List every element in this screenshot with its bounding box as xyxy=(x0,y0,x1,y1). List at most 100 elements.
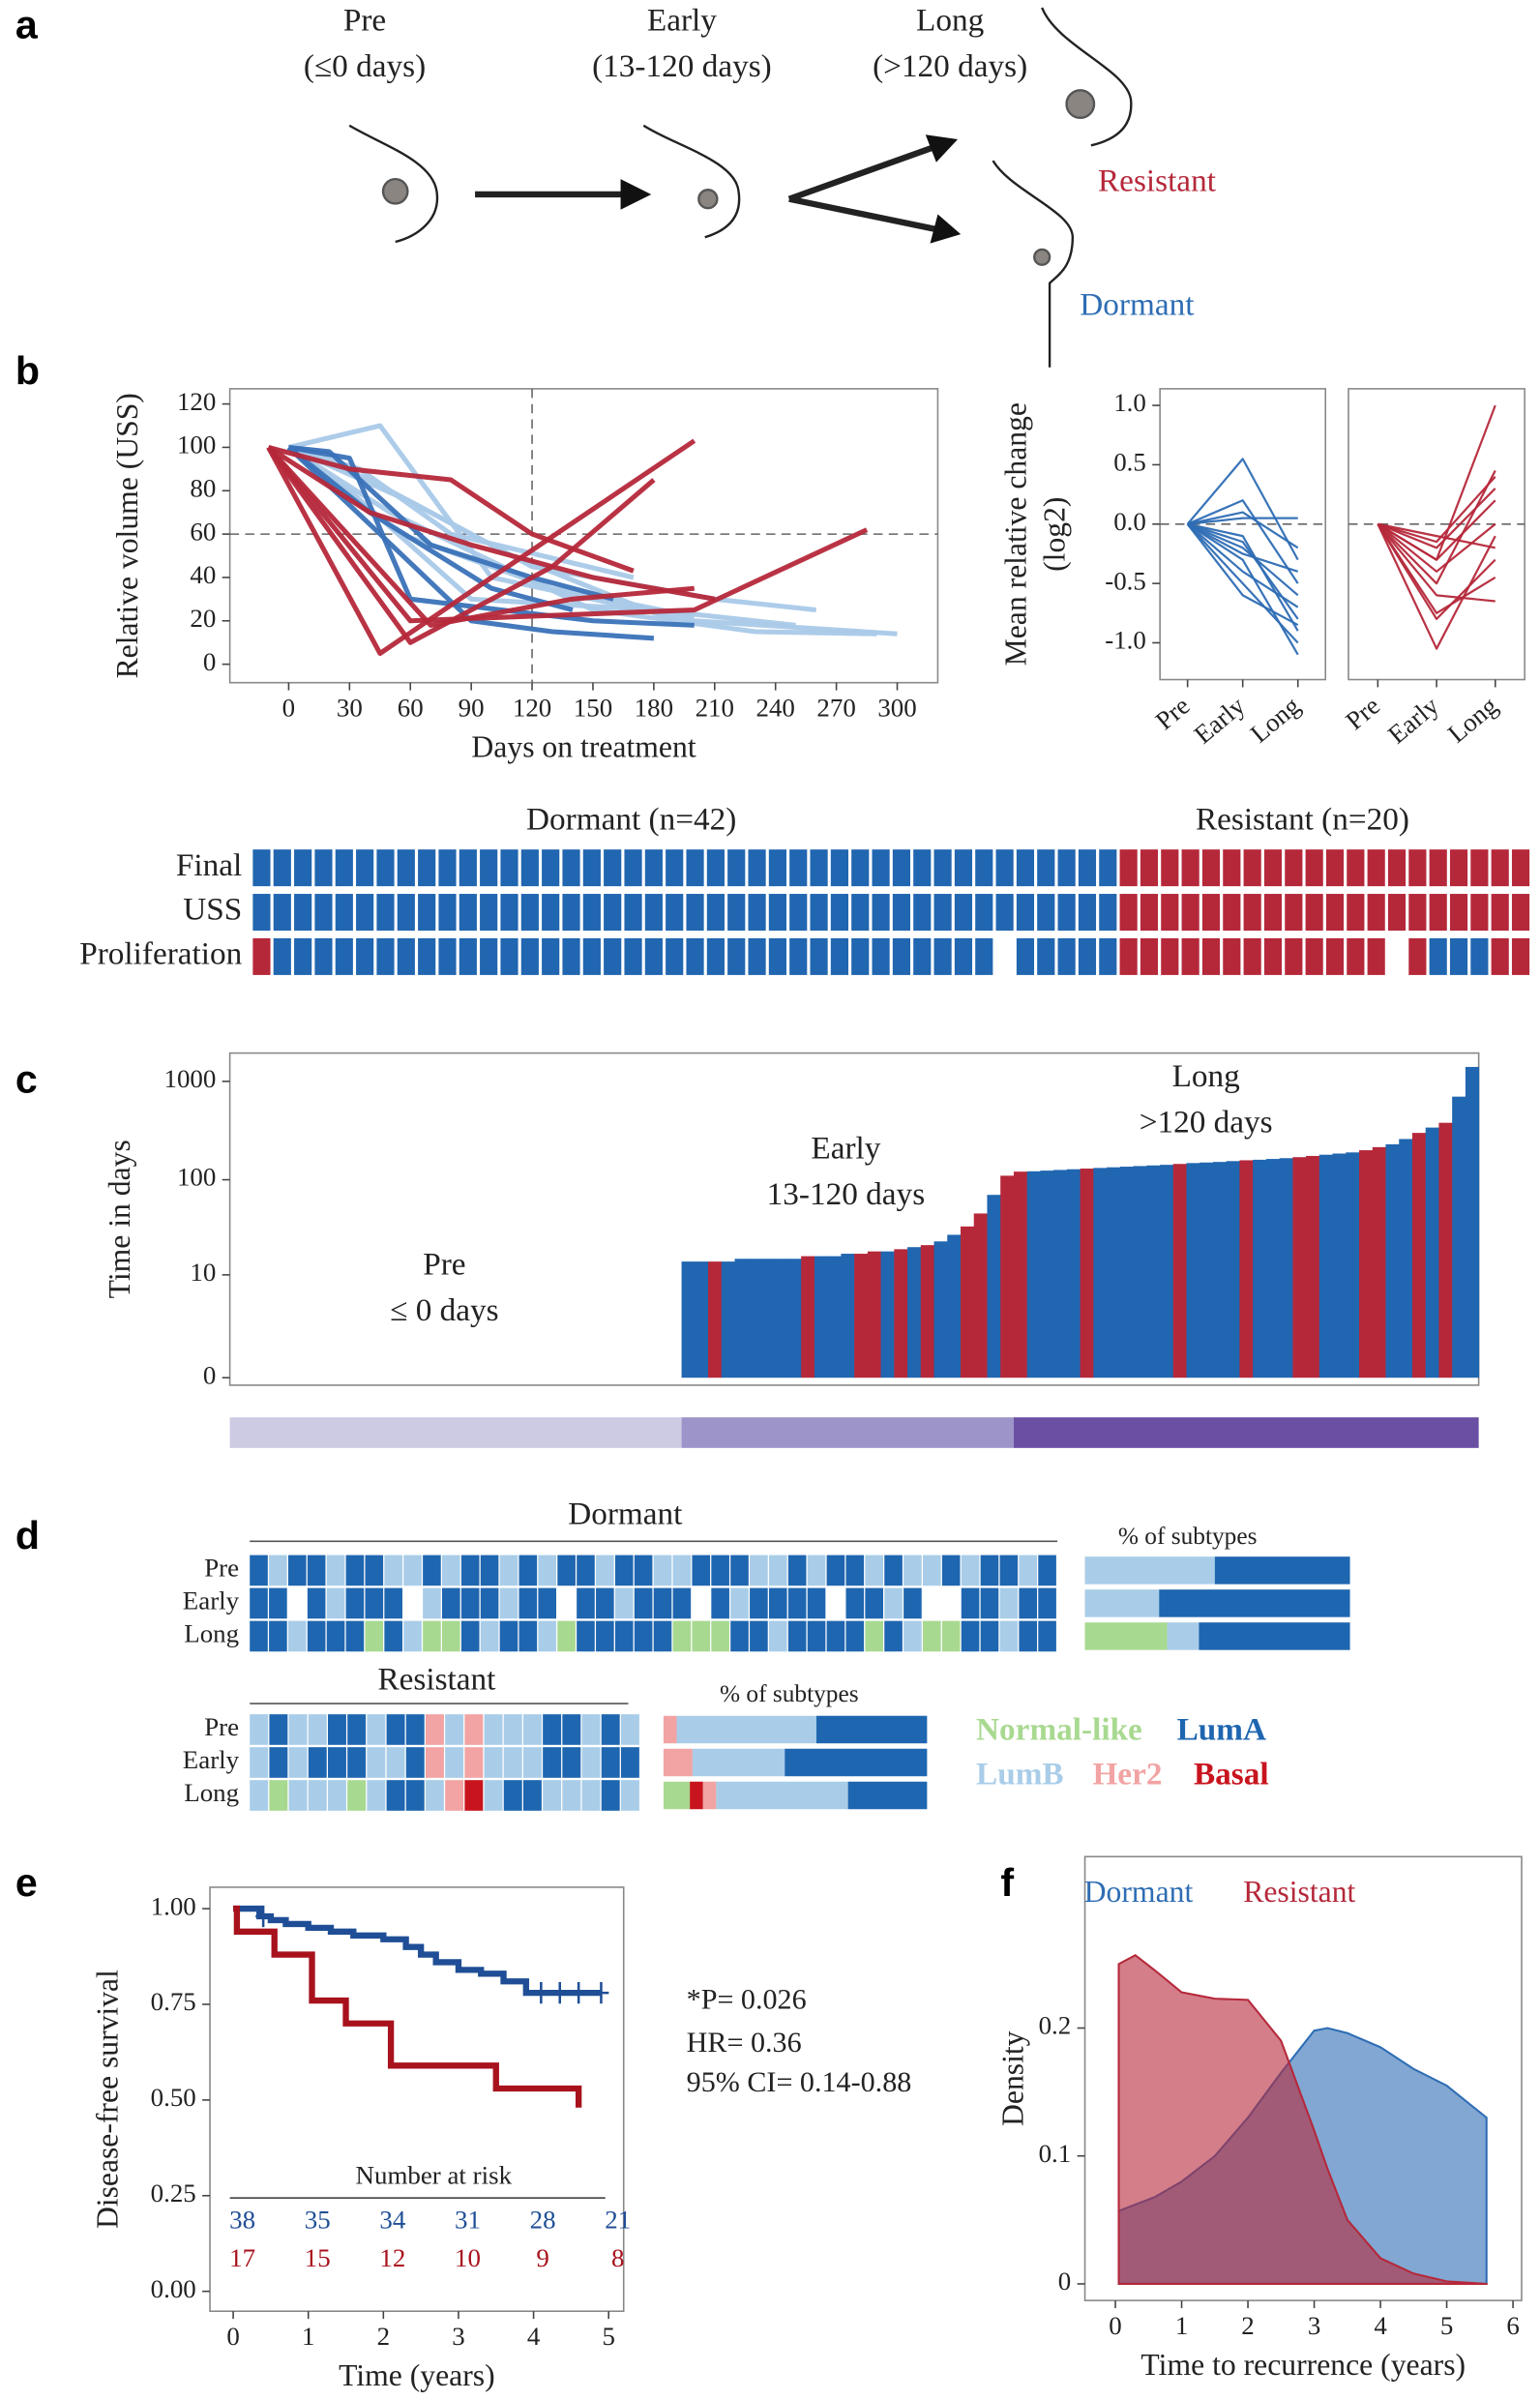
cell xyxy=(706,937,725,975)
cell xyxy=(384,1620,402,1652)
cell xyxy=(596,1587,614,1619)
cell xyxy=(577,1620,595,1652)
stack-segment xyxy=(1159,1589,1350,1617)
y-tick-label: 100 xyxy=(177,430,216,459)
legend-label: Basal xyxy=(1194,1757,1269,1793)
at-risk-count: 31 xyxy=(455,2206,481,2235)
cell xyxy=(711,1587,729,1619)
cell xyxy=(634,1620,653,1652)
cell xyxy=(425,1780,444,1811)
stage-range: 13-120 days xyxy=(767,1176,925,1212)
cell xyxy=(365,1587,384,1619)
cell xyxy=(423,1587,441,1619)
cell xyxy=(789,937,808,975)
cell xyxy=(273,894,291,932)
cell xyxy=(577,1587,595,1619)
cell xyxy=(1161,894,1179,932)
cell xyxy=(711,1620,729,1652)
bar xyxy=(1359,1150,1374,1378)
cell xyxy=(335,894,353,932)
bar xyxy=(841,1254,855,1378)
cell xyxy=(872,849,890,887)
y-tick-label: 120 xyxy=(177,387,216,416)
cell xyxy=(810,937,828,975)
cell xyxy=(884,1620,903,1652)
legend-label: LumA xyxy=(1177,1712,1266,1748)
cell xyxy=(614,1587,634,1619)
cell xyxy=(1470,937,1489,975)
cell xyxy=(748,894,766,932)
at-risk-count: 12 xyxy=(379,2243,405,2272)
cell xyxy=(666,894,684,932)
cell xyxy=(1243,894,1261,932)
cell xyxy=(1078,937,1097,975)
cell xyxy=(851,894,870,932)
cell xyxy=(730,1555,749,1586)
cell xyxy=(1119,894,1138,932)
cell xyxy=(1140,937,1159,975)
tumor xyxy=(1033,248,1051,266)
x-tick-label: 3 xyxy=(1308,2311,1320,2340)
cell xyxy=(542,894,560,932)
stack-segment xyxy=(692,1748,785,1777)
cell xyxy=(252,894,271,932)
bar xyxy=(920,1245,935,1378)
cell xyxy=(730,1587,749,1619)
y-tick-label: 1.0 xyxy=(1113,388,1146,417)
x-tick-label: 120 xyxy=(513,693,551,722)
cell xyxy=(975,849,993,887)
cell xyxy=(1408,894,1427,932)
cell xyxy=(830,937,848,975)
cell xyxy=(250,1714,269,1745)
cell xyxy=(1470,849,1489,887)
censor-mark xyxy=(593,1982,609,2004)
cell xyxy=(872,894,890,932)
cell xyxy=(386,1747,405,1778)
bar xyxy=(827,1256,842,1378)
cell xyxy=(1491,849,1509,887)
stack-segment xyxy=(1084,1622,1168,1650)
stack-segment xyxy=(785,1748,928,1777)
cell xyxy=(250,1587,268,1619)
x-tick-label: 5 xyxy=(1440,2311,1453,2340)
cell xyxy=(961,1620,980,1652)
series-line xyxy=(1377,488,1496,549)
bar xyxy=(1372,1146,1386,1378)
cell xyxy=(851,937,870,975)
bar xyxy=(1346,1152,1360,1378)
legend-label: LumB xyxy=(976,1757,1064,1793)
bar xyxy=(1292,1157,1307,1378)
stage-stripe xyxy=(229,1417,682,1448)
x-tick-label: 300 xyxy=(877,693,916,722)
stack-segment xyxy=(690,1781,703,1810)
cell xyxy=(810,849,828,887)
series-line xyxy=(1186,523,1299,644)
cell xyxy=(961,1587,980,1619)
y-axis-label: Density xyxy=(995,2030,1029,2126)
cell xyxy=(884,1587,903,1619)
cell xyxy=(913,849,932,887)
cell xyxy=(727,849,746,887)
cell xyxy=(1223,894,1241,932)
cell xyxy=(403,1620,422,1652)
cell xyxy=(1243,937,1261,975)
cell xyxy=(503,1714,522,1745)
x-tick-label: 6 xyxy=(1506,2311,1519,2340)
cell xyxy=(252,937,271,975)
x-tick-label: 270 xyxy=(816,693,855,722)
series-line xyxy=(1377,523,1496,620)
cell xyxy=(1449,894,1468,932)
cell xyxy=(1367,849,1385,887)
cell xyxy=(445,1714,464,1745)
cell xyxy=(307,1555,326,1586)
bar xyxy=(1399,1139,1413,1378)
cell xyxy=(614,1620,634,1652)
at-risk-count: 10 xyxy=(455,2243,481,2272)
cell xyxy=(543,1747,562,1778)
y-tick-label: 100 xyxy=(177,1163,216,1192)
cell xyxy=(933,849,952,887)
cell xyxy=(562,937,580,975)
row-label: Final xyxy=(176,847,242,883)
y-axis-label: (log2) xyxy=(1037,497,1071,572)
cell xyxy=(1099,849,1117,887)
